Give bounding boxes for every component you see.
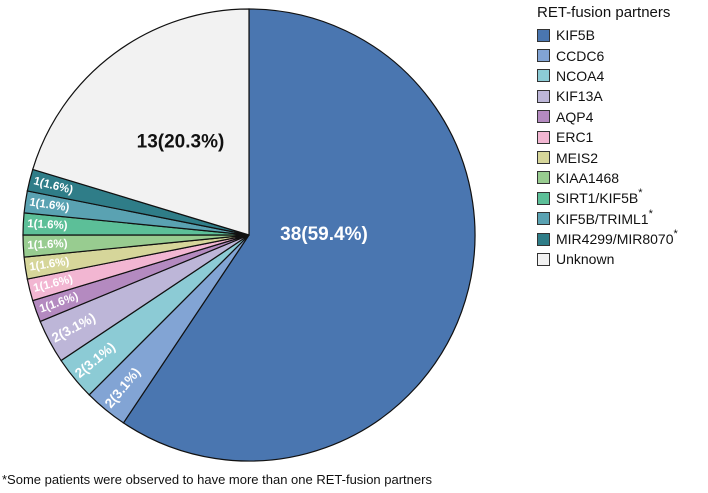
legend-label: ERC1 bbox=[556, 129, 594, 146]
legend-item: CCDC6 bbox=[537, 45, 707, 65]
legend-asterisk: * bbox=[638, 187, 643, 200]
slice-label-kif5b: 38(59.4%) bbox=[280, 224, 368, 245]
legend-label: AQP4 bbox=[556, 108, 594, 125]
legend-swatch bbox=[537, 69, 550, 83]
legend-item: SIRT1/KIF5B * bbox=[537, 187, 707, 208]
legend-swatch bbox=[537, 89, 550, 103]
legend-label: CCDC6 bbox=[556, 47, 605, 64]
slice-label-meis2: 1(1.6%) bbox=[29, 256, 71, 274]
slice-label-unknown: 13(20.3%) bbox=[137, 132, 225, 153]
legend-label: KIF5B/TRIML1 bbox=[556, 210, 649, 227]
legend-swatch bbox=[537, 212, 550, 226]
pie-chart: 38(59.4%)2(3.1%)2(3.1%)2(3.1%)1(1.6%)1(1… bbox=[22, 8, 476, 462]
legend-label: MEIS2 bbox=[556, 149, 599, 166]
legend-swatch bbox=[537, 130, 550, 144]
legend-item: ERC1 bbox=[537, 127, 707, 147]
legend-label: MIR4299/MIR8070 bbox=[556, 231, 674, 248]
legend-item: KIAA1468 bbox=[537, 168, 707, 188]
legend-asterisk: * bbox=[673, 228, 678, 241]
legend-item: NCOA4 bbox=[537, 66, 707, 86]
legend-item: KIF5B/TRIML1 * bbox=[537, 207, 707, 229]
legend-label: KIF5B bbox=[556, 27, 595, 44]
pie-slice-unknown bbox=[31, 8, 250, 236]
slice-label-sirt1-kif5b: 1(1.6%) bbox=[27, 218, 68, 232]
legend: RET-fusion partners KIF5B CCDC6 NCOA4 KIF13… bbox=[537, 4, 707, 270]
slice-label-kif5b-triml1: 1(1.6%) bbox=[29, 196, 71, 214]
legend-label: NCOA4 bbox=[556, 67, 605, 84]
legend-label: KIAA1468 bbox=[556, 169, 620, 186]
pie-slice-kif5b bbox=[122, 8, 476, 462]
legend-swatch bbox=[537, 28, 550, 42]
legend-asterisk: * bbox=[648, 207, 653, 220]
legend-label: Unknown bbox=[556, 251, 615, 268]
legend-item: AQP4 bbox=[537, 107, 707, 127]
footnote: *Some patients were observed to have mor… bbox=[2, 472, 432, 487]
legend-swatch bbox=[537, 191, 550, 205]
legend-item: MIR4299/MIR8070 * bbox=[537, 228, 707, 249]
legend-swatch bbox=[537, 171, 550, 185]
legend-swatch bbox=[537, 232, 550, 246]
legend-swatch bbox=[537, 49, 550, 63]
legend-title: RET-fusion partners bbox=[537, 4, 671, 21]
legend-swatch bbox=[537, 110, 550, 124]
legend-swatch bbox=[537, 151, 550, 165]
legend-item: KIF5B bbox=[537, 25, 707, 45]
legend-label: KIF13A bbox=[556, 88, 603, 105]
legend-label: SIRT1/KIF5B bbox=[556, 190, 639, 207]
legend-swatch bbox=[537, 252, 550, 266]
legend-item: Unknown bbox=[537, 249, 707, 269]
slice-label-kiaa1468: 1(1.6%) bbox=[27, 238, 68, 252]
legend-item: KIF13A bbox=[537, 86, 707, 106]
legend-item: MEIS2 bbox=[537, 147, 707, 167]
